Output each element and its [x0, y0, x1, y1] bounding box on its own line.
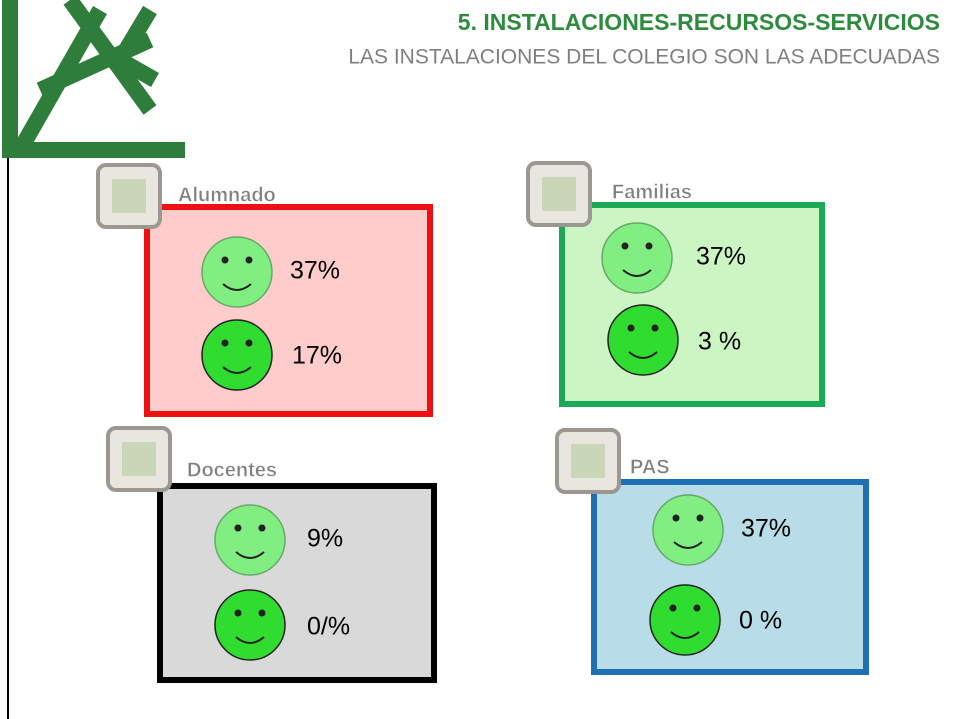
card-icon-image — [571, 444, 605, 478]
slide-subtitle: LAS INSTALACIONES DEL COLEGIO SON LAS AD… — [348, 46, 940, 69]
percentage: 37% — [741, 515, 791, 543]
smiley-face — [607, 304, 679, 376]
slide-title: 5. INSTALACIONES-RECURSOS-SERVICIOS — [458, 9, 940, 35]
group-card: Alumnado 37% 17% — [96, 163, 433, 417]
smiley-eye — [221, 339, 229, 347]
smiley-mouth — [628, 351, 658, 359]
smiley-eye — [234, 609, 242, 617]
smiley-eye — [669, 604, 677, 612]
smiley-mouth — [235, 551, 265, 559]
smiley-eye — [258, 524, 266, 532]
card-icon-image — [542, 177, 576, 211]
logo — [2, 0, 185, 158]
percentage: 37% — [290, 257, 340, 285]
percentage: 9% — [307, 525, 343, 553]
percentage: 37% — [696, 243, 746, 271]
smiley-eye — [696, 514, 704, 522]
smiley-mouth — [673, 541, 703, 549]
smiley-face — [652, 494, 724, 566]
smiley-eye — [627, 324, 635, 332]
smiley-eye — [258, 609, 266, 617]
smiley-mouth — [222, 283, 252, 291]
percentage: 3 % — [698, 328, 741, 356]
card-box — [157, 483, 437, 683]
card-box — [591, 479, 869, 675]
smiley-eye — [621, 242, 629, 250]
smiley-eye — [234, 524, 242, 532]
card-box — [144, 204, 433, 417]
percentage: 0 % — [739, 607, 782, 635]
smiley-face — [201, 319, 273, 391]
smiley-face — [649, 584, 721, 656]
group-card: Docentes 9% 0/% — [106, 426, 437, 683]
group-card: PAS 37% 0 % — [555, 428, 869, 675]
percentage: 17% — [292, 342, 342, 370]
smiley-face — [214, 589, 286, 661]
smiley-eye — [645, 242, 653, 250]
card-icon-image — [122, 442, 156, 476]
smiley-mouth — [235, 636, 265, 644]
smiley-eye — [245, 256, 253, 264]
card-label: Docentes — [187, 459, 277, 481]
smiley-eye — [221, 256, 229, 264]
smiley-face — [214, 504, 286, 576]
card-box — [559, 202, 825, 407]
percentage: 0/% — [307, 613, 350, 641]
card-label: Alumnado — [178, 184, 276, 206]
smiley-mouth — [222, 366, 252, 374]
smiley-eye — [693, 604, 701, 612]
smiley-mouth — [670, 631, 700, 639]
card-label: PAS — [630, 456, 670, 478]
card-label: Familias — [612, 181, 692, 203]
smiley-eye — [672, 514, 680, 522]
smiley-face — [201, 236, 273, 308]
smiley-eye — [651, 324, 659, 332]
smiley-mouth — [622, 269, 652, 277]
card-icon-image — [112, 179, 146, 213]
smiley-face — [601, 222, 673, 294]
smiley-eye — [245, 339, 253, 347]
group-card: Familias 37% 3 % — [526, 161, 825, 407]
